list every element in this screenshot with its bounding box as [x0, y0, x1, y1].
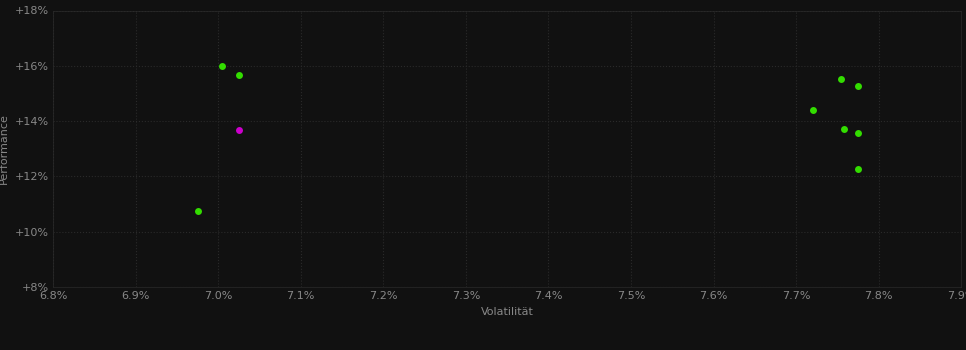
Y-axis label: Performance: Performance — [0, 113, 10, 184]
Point — [850, 83, 866, 89]
X-axis label: Volatilität: Volatilität — [481, 307, 533, 317]
Point — [837, 126, 852, 132]
Point — [805, 107, 820, 113]
Point — [231, 72, 246, 77]
Point — [850, 167, 866, 172]
Point — [190, 208, 206, 214]
Point — [214, 63, 230, 69]
Point — [850, 130, 866, 135]
Point — [834, 76, 849, 82]
Point — [231, 127, 246, 133]
